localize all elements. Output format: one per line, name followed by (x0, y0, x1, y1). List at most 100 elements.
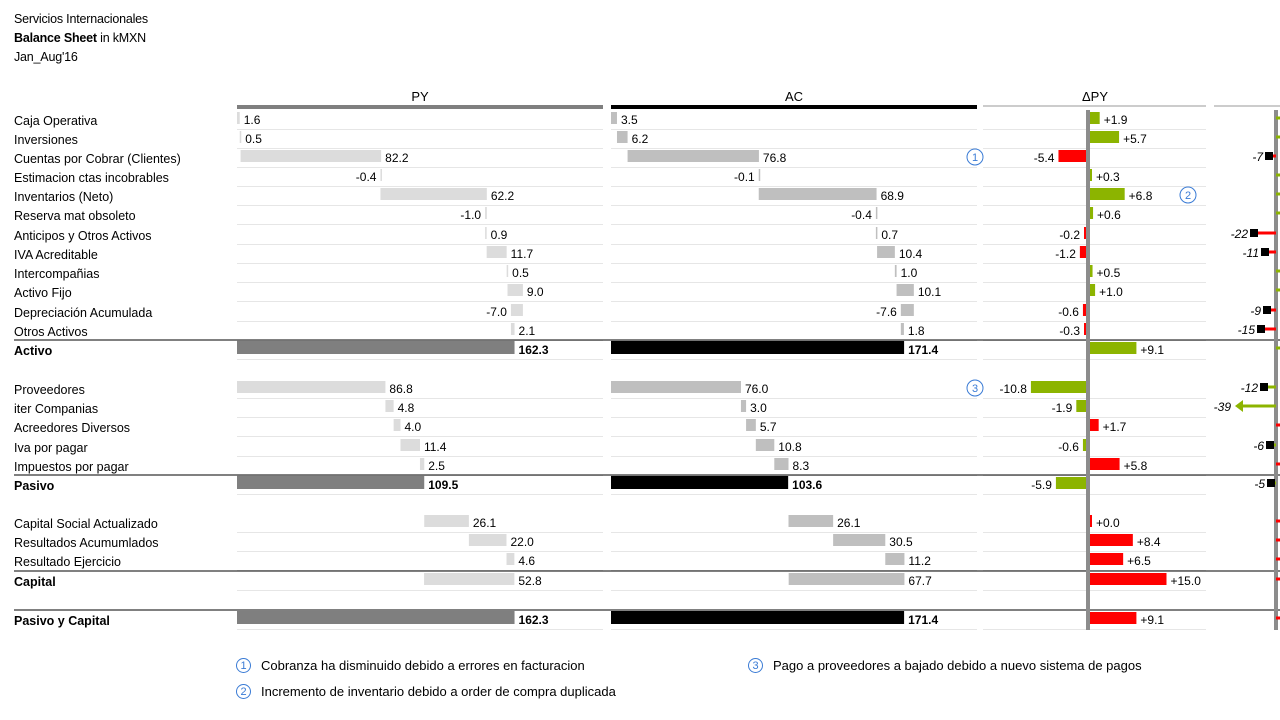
note-3-text: Pago a proveedores a bajado debido a nue… (773, 658, 1142, 673)
dpy-bar (1082, 304, 1086, 316)
ac-value-label: 76.0 (745, 382, 769, 396)
pct-value-label: -7 (1252, 150, 1264, 164)
ac-bar (611, 341, 905, 354)
ac-value-label: 10.8 (778, 440, 802, 454)
ac-value-label: 171.4 (908, 613, 938, 627)
dpy-value-label: -1.2 (1055, 247, 1076, 261)
dpy-value-label: -5.9 (1031, 478, 1052, 492)
dpy-value-label: +0.6 (1097, 208, 1121, 222)
dpy-value-label: +1.7 (1103, 420, 1127, 434)
report-period: Jan_Aug'16 (14, 50, 78, 64)
dpy-value-label: +0.0 (1096, 516, 1120, 530)
py-bar (485, 207, 487, 219)
dpy-bar (1084, 227, 1086, 239)
py-value-label: 4.6 (518, 554, 535, 568)
py-bar (485, 227, 487, 239)
dpy-axis (1086, 110, 1090, 630)
py-value-label: 86.8 (389, 382, 413, 396)
note-3-marker: 3 (748, 658, 763, 673)
pct-marker (1266, 441, 1274, 449)
dpy-bar (1090, 265, 1093, 277)
ac-value-label: 6.2 (632, 132, 649, 146)
dpy-bar (1030, 381, 1086, 393)
ac-value-label: 103.6 (792, 478, 822, 492)
dpy-value-label: +1.0 (1099, 285, 1123, 299)
annotation-marker-number: 2 (1185, 190, 1191, 202)
py-value-label: 4.0 (404, 420, 421, 434)
ac-value-label: 8.3 (792, 459, 809, 473)
py-bar (400, 439, 420, 451)
dpy-bar (1090, 169, 1092, 181)
py-value-label: 2.5 (428, 459, 445, 473)
row-label: Resultados Acumumlados (14, 536, 159, 550)
dpy-bar (1090, 573, 1167, 585)
py-bar (419, 458, 425, 470)
row-label: Pasivo (14, 479, 55, 493)
row-label: Cuentas por Cobrar (Clientes) (14, 152, 181, 166)
py-value-label: 0.5 (245, 132, 262, 146)
ac-bar (788, 515, 834, 527)
py-bar (510, 323, 515, 335)
dpy-bar (1079, 246, 1086, 258)
dpy-value-label: -5.4 (1034, 151, 1055, 165)
row-label: Capital (14, 575, 56, 589)
row-label: Inversiones (14, 133, 78, 147)
ac-value-label: 5.7 (760, 420, 777, 434)
pct-value-label: -11 (1243, 246, 1259, 260)
ac-value-label: 1.8 (908, 324, 925, 338)
py-bar (424, 573, 515, 585)
row-label: Intercompañias (14, 267, 99, 281)
note-1-text: Cobranza ha disminuido debido a errores … (261, 658, 585, 673)
ac-bar (900, 323, 904, 335)
py-value-label: 11.7 (511, 247, 534, 261)
pct-value-label: -5 (1254, 477, 1265, 491)
py-value-label: 109.5 (428, 478, 458, 492)
pct-marker (1263, 306, 1271, 314)
py-value-label: -1.0 (460, 208, 481, 222)
dpy-value-label: +5.8 (1124, 459, 1148, 473)
note-1: 1 Cobranza ha disminuido debido a errore… (236, 658, 585, 673)
report-title-bold: Balance Sheet (14, 31, 97, 45)
ac-value-label: -0.1 (734, 170, 755, 184)
py-value-label: 11.4 (424, 440, 447, 454)
dpy-value-label: +6.5 (1127, 554, 1151, 568)
ac-bar (896, 284, 914, 296)
py-value-label: 162.3 (519, 613, 549, 627)
row-label: Resultado Ejercicio (14, 555, 121, 569)
dpy-value-label: -0.3 (1059, 324, 1080, 338)
pct-marker (1250, 229, 1258, 237)
py-value-label: -0.4 (356, 170, 377, 184)
ac-value-label: 10.4 (899, 247, 923, 261)
note-2-marker: 2 (236, 684, 251, 699)
py-bar (385, 400, 394, 412)
py-bar (237, 112, 240, 124)
py-value-label: 52.8 (518, 574, 542, 588)
dpy-value-label: +9.1 (1140, 613, 1164, 627)
dpy-bar (1090, 342, 1137, 354)
ac-value-label: 171.4 (908, 343, 938, 357)
column-header-py: PY (411, 89, 429, 104)
py-bar (380, 188, 487, 200)
dpy-value-label: +1.9 (1104, 113, 1128, 127)
annotation-marker-ring (966, 148, 984, 166)
ac-bar (833, 534, 886, 546)
py-bar (506, 265, 509, 277)
row-label: Inventarios (Neto) (14, 190, 113, 204)
dpy-bar (1090, 553, 1124, 565)
pct-value-label: -39 (1214, 400, 1232, 414)
dpy-bar (1090, 112, 1100, 124)
ac-bar (894, 265, 897, 277)
column-header-dpy: ΔPY (1082, 89, 1108, 104)
row-label: iter Companias (14, 402, 98, 416)
note-1-marker: 1 (236, 658, 251, 673)
dpy-value-label: -1.9 (1052, 401, 1073, 415)
ac-bar (627, 150, 759, 162)
py-value-label: 62.2 (491, 189, 515, 203)
pct-value-label: -22 (1231, 227, 1249, 241)
ac-bar (774, 458, 789, 470)
py-bar (507, 284, 523, 296)
dpy-value-label: +8.4 (1137, 535, 1161, 549)
py-value-label: 0.9 (491, 228, 508, 242)
note-3: 3 Pago a proveedores a bajado debido a n… (748, 658, 1142, 673)
py-value-label: 1.6 (244, 113, 261, 127)
